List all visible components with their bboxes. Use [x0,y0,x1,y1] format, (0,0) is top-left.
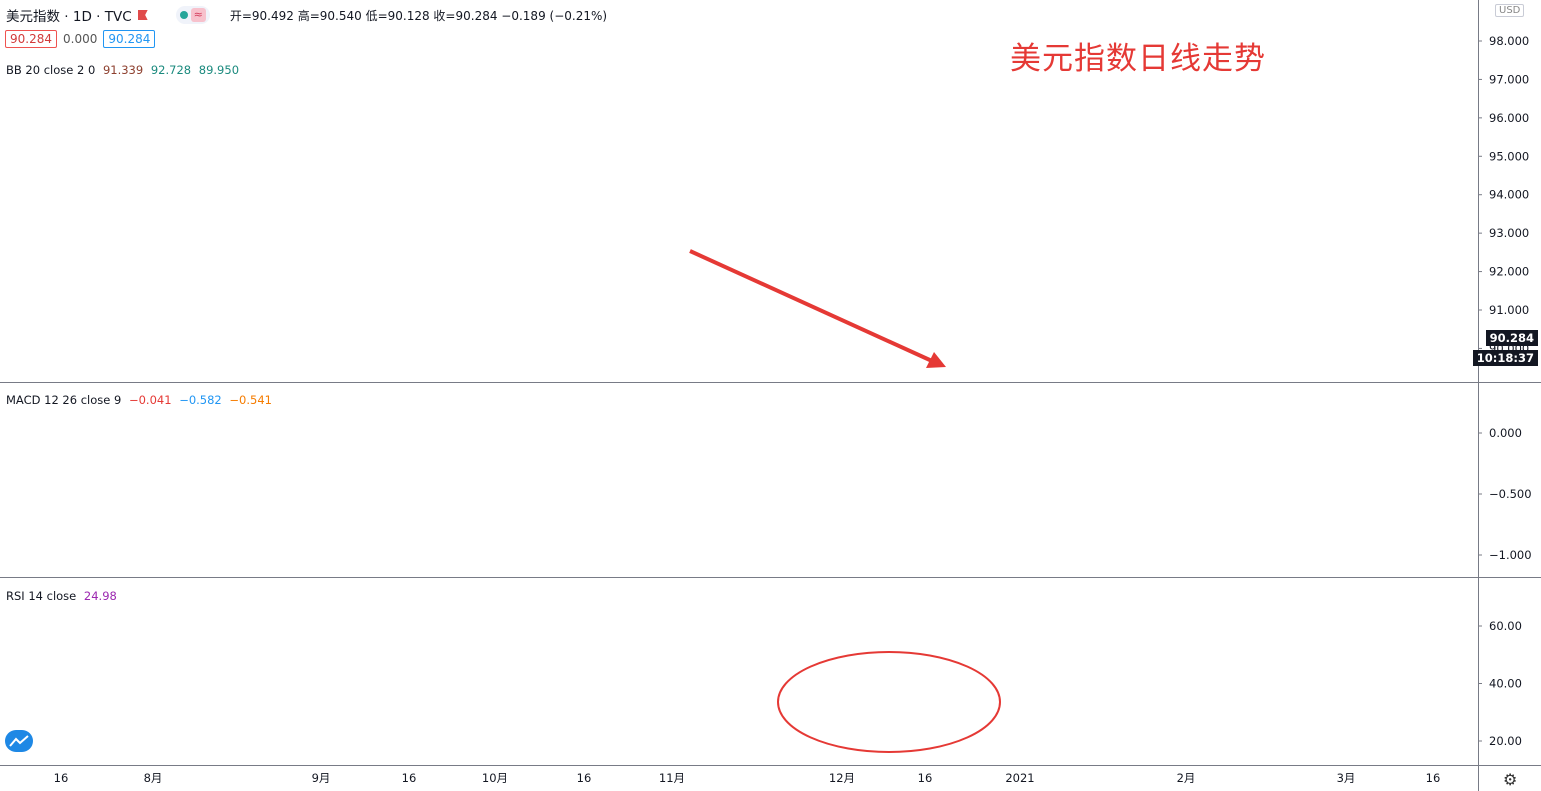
countdown-tag: 10:18:37 [1472,350,1538,366]
currency-label[interactable]: USD [1495,4,1525,17]
time-tick-label: 16 [402,771,417,785]
bid-box[interactable]: 90.284 [5,30,57,48]
bb-lower-value: 89.950 [198,63,240,77]
bb-mid-value: 91.339 [102,63,144,77]
time-tick-label: 9月 [312,771,331,785]
compare-icon: ≈ [190,8,206,22]
bb-name: BB 20 close 2 0 [6,63,96,77]
trend-arrow-shaft [689,249,933,363]
price-tick-label: 93.000 [1489,226,1529,240]
last-price-tag: 90.284 [1485,330,1538,346]
time-tick-label: 11月 [659,771,685,785]
macd-signal-value: −0.541 [229,393,272,407]
time-tick-label: 10月 [482,771,508,785]
rsi-tick-label: 40.00 [1489,677,1522,691]
time-tick-label: 2月 [1177,771,1196,785]
flag-icon[interactable] [137,10,148,20]
annotation-layer [689,249,1001,753]
ohlc-values: 开=90.492 高=90.540 低=90.128 收=90.284 −0.1… [229,8,608,23]
price-tick-label: 91.000 [1489,303,1529,317]
price-tick-label: 96.000 [1489,111,1529,125]
price-tick-label: 95.000 [1489,149,1529,163]
market-status-pill[interactable]: ≈ [175,6,210,24]
macd-name: MACD 12 26 close 9 [6,393,122,407]
tradingview-logo-icon[interactable] [5,730,33,752]
price-tick-label: 97.000 [1489,72,1529,86]
time-tick-label: 16 [1426,771,1441,785]
trend-arrow-head [926,352,946,368]
bb-upper-value: 92.728 [150,63,192,77]
quote-boxes: 90.284 0.000 90.284 [5,30,156,48]
symbol-title[interactable]: 美元指数 · 1D · TVC [6,9,132,25]
annotation-title: 美元指数日线走势 [1010,41,1266,77]
time-tick-label: 16 [918,771,933,785]
time-tick-label: 16 [54,771,69,785]
gear-icon[interactable]: ⚙ [1503,770,1518,789]
rsi-highlight-circle [777,651,1001,753]
bb-legend[interactable]: BB 20 close 2 0 91.339 92.728 89.950 [6,63,239,77]
macd-legend[interactable]: MACD 12 26 close 9 −0.041 −0.582 −0.541 [6,393,272,407]
rsi-tick-label: 20.00 [1489,734,1522,748]
price-tick-label: 92.000 [1489,265,1529,279]
spread-value: 0.000 [63,32,98,46]
rsi-name: RSI 14 close [6,589,77,603]
ask-box[interactable]: 90.284 [103,30,156,48]
symbol-header: 美元指数 · 1D · TVC ≈ 开=90.492 高=90.540 低=90… [6,5,607,25]
time-tick-label: 12月 [829,771,855,785]
rsi-legend[interactable]: RSI 14 close 24.98 [6,589,117,603]
macd-hist-value: −0.041 [128,393,172,407]
time-tick-label: 2021 [1005,771,1034,785]
rsi-value: 24.98 [83,589,117,603]
macd-line-value: −0.582 [179,393,222,407]
time-tick-label: 16 [577,771,592,785]
macd-tick-label: −1.000 [1489,548,1532,562]
time-tick-label: 3月 [1337,771,1356,785]
macd-tick-label: −0.500 [1489,487,1532,501]
price-tick-label: 98.000 [1489,34,1529,48]
price-tick-label: 94.000 [1489,188,1529,202]
market-open-icon [179,11,188,19]
rsi-tick-label: 60.00 [1489,619,1522,633]
macd-tick-label: 0.000 [1489,426,1522,440]
time-tick-label: 8月 [144,771,163,785]
